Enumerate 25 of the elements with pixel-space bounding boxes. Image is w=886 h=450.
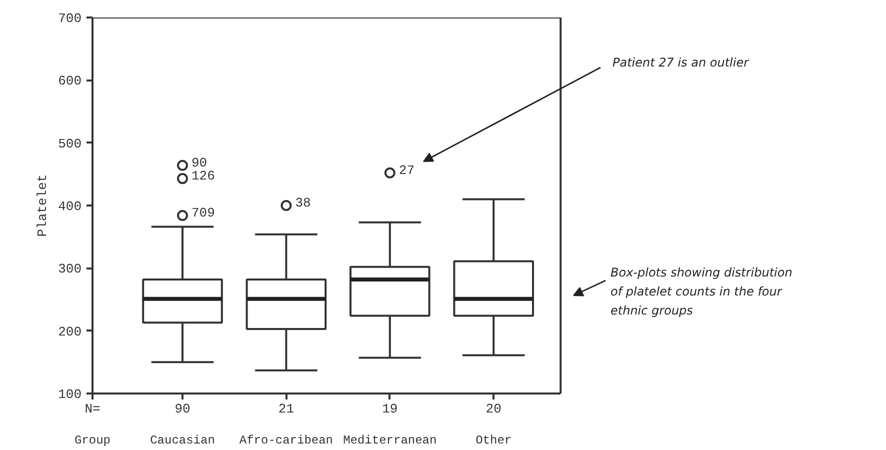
annotation: 38	[295, 196, 311, 210]
annotation: 709	[192, 206, 215, 221]
x-tick-label: Afro-caribean	[239, 434, 334, 448]
text: N=	[84, 402, 100, 416]
y-tick-label: 200	[58, 324, 82, 340]
annotation: 90	[174, 402, 190, 416]
y-tick-label: 400	[58, 199, 82, 214]
y-tick-label: 700	[58, 11, 82, 26]
x-tick-label: Caucasian	[150, 434, 215, 448]
x-tick-label: Mediterranean	[343, 434, 437, 448]
y-tick-label: 500	[58, 136, 82, 152]
x-axis-title: Group	[74, 434, 111, 448]
annotation: 126	[192, 168, 215, 184]
annotation: 20	[486, 402, 502, 416]
y-tick-label: 600	[58, 74, 82, 89]
text: Patient 27 is an outlier	[612, 56, 750, 70]
text: Box-plots showing distribution of platelet counts in the four ethnic groups	[610, 266, 792, 318]
annotation: 21	[278, 402, 294, 416]
annotation: 19	[382, 402, 398, 416]
y-tick-label: 300	[58, 262, 82, 277]
annotation: 90	[192, 155, 208, 170]
annotation: 27	[398, 162, 415, 178]
y-tick-label: 100	[58, 387, 82, 402]
y-axis-title: Platelet	[35, 174, 50, 237]
x-tick-label: Other	[476, 434, 512, 448]
